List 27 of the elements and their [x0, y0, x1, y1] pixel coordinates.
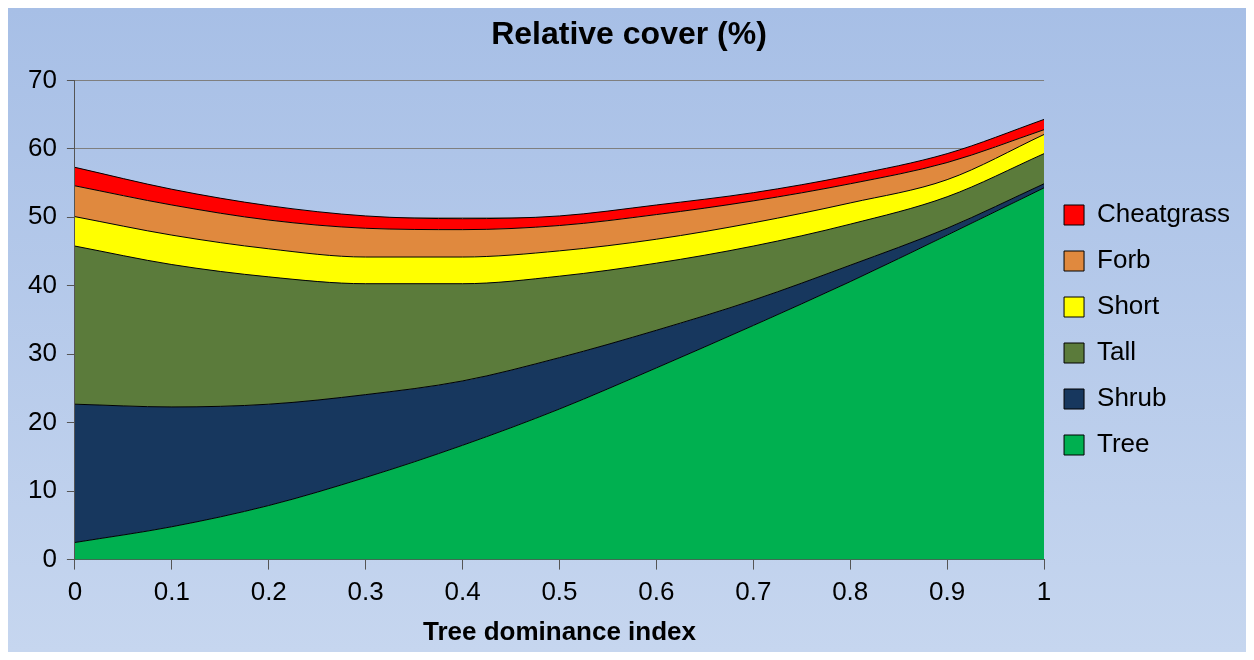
y-tick-label: 50 [28, 200, 57, 231]
x-tick-label: 0.5 [541, 576, 578, 607]
legend-label: Cheatgrass [1097, 198, 1231, 229]
x-tick-label: 0.6 [638, 576, 675, 607]
x-tick-label: 0.4 [444, 576, 481, 607]
x-tick-label: 0.7 [735, 576, 772, 607]
x-tick-label: 0 [67, 576, 83, 607]
legend-label: Tall [1097, 336, 1137, 367]
y-tick-label: 30 [28, 337, 57, 368]
legend-label: Shrub [1097, 382, 1167, 413]
y-tick-label: 10 [28, 474, 57, 505]
y-tick-label: 60 [28, 132, 57, 163]
y-tick-label: 0 [42, 542, 57, 573]
x-tick-label: 0.2 [250, 576, 287, 607]
x-tick-label: 0.9 [929, 576, 966, 607]
y-tick-label: 40 [28, 268, 57, 299]
legend-label: Tree [1097, 428, 1150, 459]
y-tick-label: 70 [28, 63, 57, 94]
y-tick-label: 20 [28, 405, 57, 436]
x-tick-label: 0.1 [153, 576, 190, 607]
legend-label: Forb [1097, 244, 1151, 275]
chart-title: Relative cover (%) [491, 15, 767, 52]
legend-label: Short [1097, 290, 1160, 321]
x-tick-label: 0.3 [347, 576, 384, 607]
x-tick-label: 1 [1036, 576, 1052, 607]
x-axis-title: Tree dominance index [422, 615, 697, 646]
x-tick-label: 0.8 [832, 576, 869, 607]
